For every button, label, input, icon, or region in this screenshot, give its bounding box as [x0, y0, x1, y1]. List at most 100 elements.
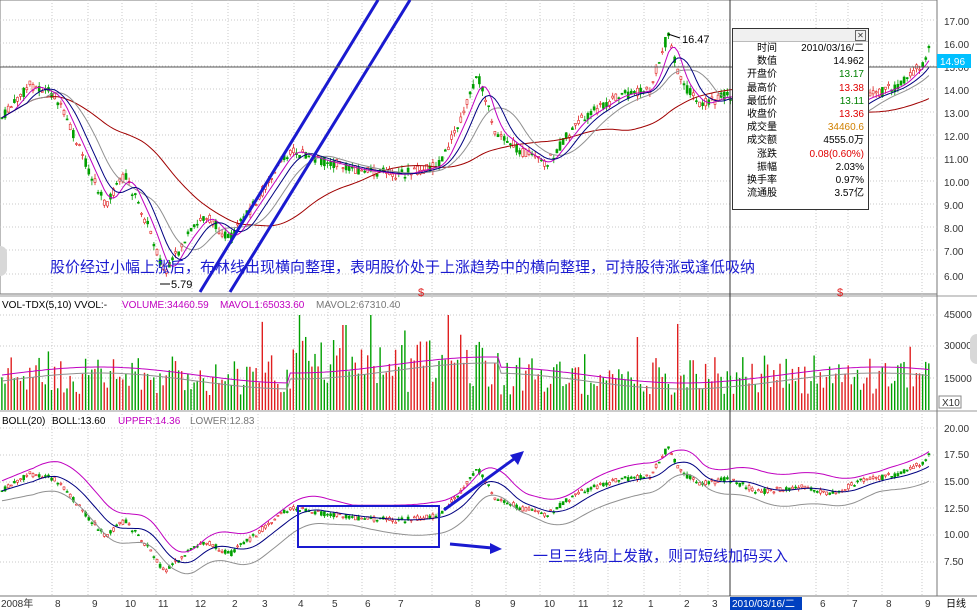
info-value: 13.36 [838, 108, 864, 120]
event-marker[interactable]: $ [418, 287, 424, 299]
volume-bar [788, 383, 790, 410]
boll-candle-body [254, 535, 258, 538]
boll-tick: 7.50 [944, 557, 964, 568]
boll-candle-body [629, 476, 633, 479]
boll-candle-body [34, 474, 38, 477]
boll-candle-body [223, 549, 227, 554]
volume-bar [187, 373, 189, 410]
close-icon[interactable]: ✕ [855, 30, 866, 41]
x-axis-labels: 2008年 8 9 10 11 12 2 3 4 5 6 7 8 9 10 11… [1, 597, 966, 610]
boll-candle-body [924, 459, 928, 461]
candle-body [16, 97, 19, 102]
x-label: 5 [332, 599, 338, 610]
info-row: 振幅 2.03% [733, 161, 868, 174]
candle-body [465, 99, 469, 105]
boll-candle-body [533, 510, 537, 512]
volume-bar [385, 372, 387, 410]
info-value: 2010/03/16/二 [801, 43, 864, 54]
boll-candle-body [363, 518, 367, 520]
price-tick: 12.00 [944, 132, 969, 143]
volume-bar [481, 347, 484, 410]
volume-bar [174, 361, 177, 410]
boll-candle-body [769, 489, 773, 491]
volume-bar [236, 368, 239, 410]
boll-candle-body [918, 465, 921, 467]
candle-body [611, 95, 615, 99]
candle-body [285, 157, 289, 160]
candle-body [270, 178, 274, 180]
scroll-right-handle[interactable] [970, 334, 977, 364]
volume-bar [112, 359, 115, 410]
boll-candle-body [546, 515, 549, 517]
candle-body [546, 165, 549, 167]
boll-candle-body [695, 481, 698, 484]
candle-body [887, 84, 890, 87]
boll-candle-body [800, 484, 804, 488]
boll-candle-body [540, 512, 543, 515]
boll-candle-body [633, 476, 636, 479]
x-label: 2 [232, 599, 238, 610]
volume-bar [863, 383, 865, 410]
volume-bar [81, 373, 84, 410]
event-marker[interactable]: $ [837, 287, 843, 299]
boll-candle-body [555, 507, 559, 510]
x-label: 10 [125, 599, 137, 610]
boll-candle-body [134, 529, 137, 532]
info-value: 3.57亿 [834, 188, 864, 200]
volume-bar [723, 393, 725, 410]
x-label: 12 [195, 599, 207, 610]
boll-upper: UPPER:14.36 [118, 416, 181, 427]
candle-body [524, 149, 528, 158]
boll-candle-body [586, 488, 590, 492]
volume-bar [119, 376, 121, 410]
volume-bar [649, 394, 651, 410]
volume-bar [748, 383, 750, 410]
boll-candle-body [704, 480, 708, 485]
period-label[interactable]: 日线 [946, 597, 966, 610]
candle-body [884, 86, 887, 90]
candle-body [10, 106, 13, 108]
boll-candle-body [775, 486, 779, 489]
candle-body [199, 217, 202, 221]
info-panel-header[interactable]: ✕ [733, 29, 868, 42]
price-tick: 13.00 [944, 109, 969, 120]
trend-line-upper [198, 0, 380, 293]
boll-candle-body [220, 550, 224, 553]
volume-bar [720, 376, 722, 410]
low-label: 5.79 [171, 279, 192, 291]
quote-info-panel[interactable]: ✕ 时间 2010/03/16/二 数值 14.962 开盘价 13.17 最高价 13.38… [732, 28, 869, 210]
x-label: 10 [544, 599, 556, 610]
boll-candle-body [791, 486, 794, 490]
volume-bar [264, 372, 267, 410]
boll-candle-body [766, 488, 770, 493]
boll-candle-body [608, 482, 611, 486]
candle-body [617, 97, 621, 100]
volume-bar [177, 370, 180, 410]
boll-candle-body [657, 461, 661, 464]
boll-candle-body [890, 475, 894, 478]
boll-candle-body [205, 542, 208, 545]
candle-body [171, 257, 174, 261]
candle-body [592, 106, 596, 111]
price-tick: 11.00 [944, 155, 969, 166]
volume-bar [642, 391, 645, 410]
boll-candle-body [812, 489, 816, 492]
boll-candle-body [521, 506, 525, 512]
info-row: 收盘价 13.36 [733, 108, 868, 121]
candle-body [96, 192, 100, 194]
volume-bar [571, 368, 573, 410]
volume-bar [729, 375, 732, 410]
volume-bar [447, 315, 449, 410]
volume-bar [503, 385, 505, 410]
candle-body [484, 99, 487, 102]
volume-bar [890, 383, 893, 410]
volume-bar [621, 374, 623, 410]
boll-candle-body [871, 476, 875, 479]
boll-candle-body [536, 510, 540, 513]
volume-bar [757, 392, 759, 410]
volume-bar [221, 379, 223, 410]
scroll-left-handle[interactable] [0, 246, 7, 276]
price-tick: 6.00 [944, 272, 964, 283]
boll-candle-body [354, 515, 357, 521]
info-value: 2.03% [835, 161, 864, 173]
